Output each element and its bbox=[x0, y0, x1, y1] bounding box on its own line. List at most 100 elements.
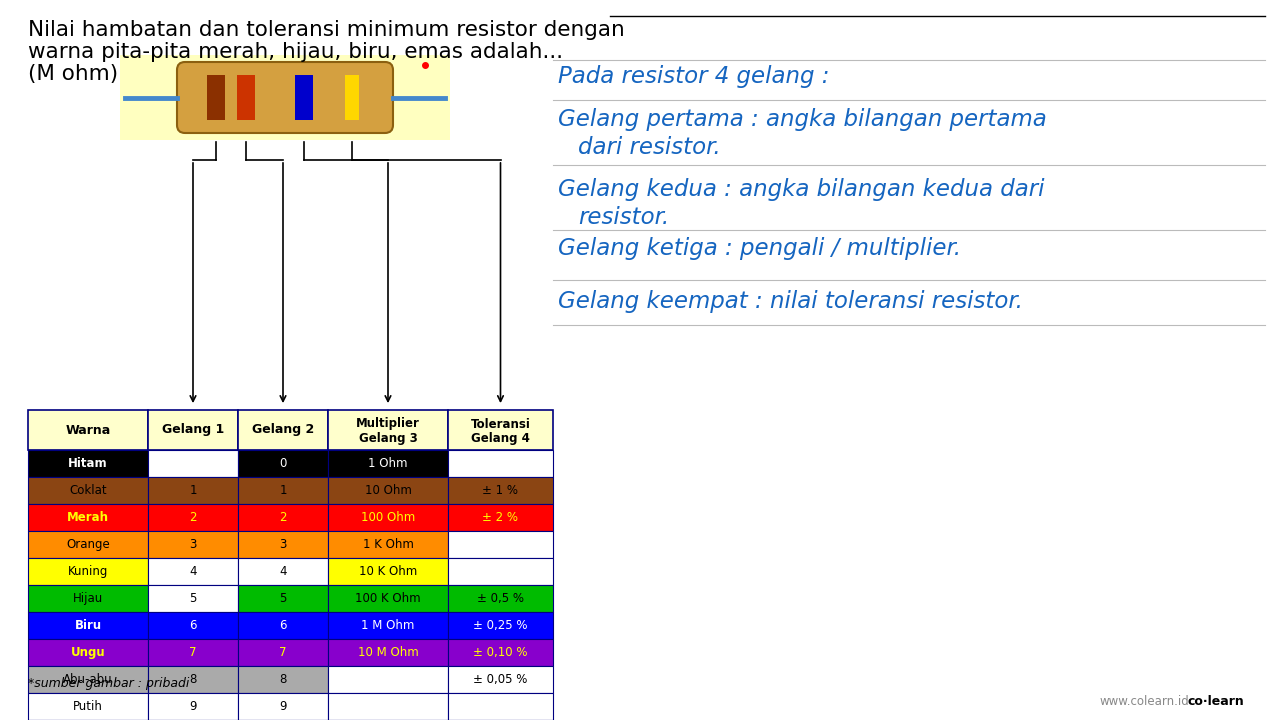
Bar bbox=[448, 450, 553, 477]
Bar bbox=[448, 693, 553, 720]
Text: Kuning: Kuning bbox=[68, 565, 109, 578]
Text: Gelang keempat : nilai toleransi resistor.: Gelang keempat : nilai toleransi resisto… bbox=[558, 290, 1023, 313]
Bar bbox=[28, 666, 148, 693]
Text: Multiplier: Multiplier bbox=[356, 418, 420, 431]
Bar bbox=[328, 504, 448, 531]
Bar bbox=[28, 693, 148, 720]
Text: warna pita-pita merah, hijau, biru, emas adalah...: warna pita-pita merah, hijau, biru, emas… bbox=[28, 42, 563, 62]
Text: 2: 2 bbox=[279, 511, 287, 524]
Text: 3: 3 bbox=[279, 538, 287, 551]
Bar bbox=[238, 531, 328, 558]
Bar bbox=[238, 410, 328, 450]
Bar bbox=[238, 585, 328, 612]
Text: Coklat: Coklat bbox=[69, 484, 106, 497]
Text: 4: 4 bbox=[279, 565, 287, 578]
Text: 2: 2 bbox=[189, 511, 197, 524]
Text: 8: 8 bbox=[279, 673, 287, 686]
Text: 0: 0 bbox=[279, 457, 287, 470]
Text: Gelang 4: Gelang 4 bbox=[471, 432, 530, 445]
Bar bbox=[28, 410, 148, 450]
Bar bbox=[328, 693, 448, 720]
Bar bbox=[28, 585, 148, 612]
Text: 7: 7 bbox=[279, 646, 287, 659]
Bar bbox=[448, 612, 553, 639]
Bar bbox=[448, 666, 553, 693]
Bar bbox=[328, 639, 448, 666]
Bar bbox=[28, 558, 148, 585]
Text: 100 K Ohm: 100 K Ohm bbox=[355, 592, 421, 605]
Bar bbox=[328, 477, 448, 504]
Text: 4: 4 bbox=[189, 565, 197, 578]
Bar bbox=[328, 666, 448, 693]
Bar bbox=[448, 639, 553, 666]
Text: ± 0,05 %: ± 0,05 % bbox=[474, 673, 527, 686]
Text: Hijau: Hijau bbox=[73, 592, 104, 605]
Text: 100 Ohm: 100 Ohm bbox=[361, 511, 415, 524]
Text: 1 M Ohm: 1 M Ohm bbox=[361, 619, 415, 632]
Bar bbox=[328, 450, 448, 477]
Text: Nilai hambatan dan toleransi minimum resistor dengan: Nilai hambatan dan toleransi minimum res… bbox=[28, 20, 625, 40]
Text: Gelang kedua : angka bilangan kedua dari: Gelang kedua : angka bilangan kedua dari bbox=[558, 178, 1044, 201]
Text: resistor.: resistor. bbox=[579, 206, 669, 229]
Text: 5: 5 bbox=[189, 592, 197, 605]
Bar bbox=[207, 75, 225, 120]
Text: 10 K Ohm: 10 K Ohm bbox=[358, 565, 417, 578]
Text: 6: 6 bbox=[279, 619, 287, 632]
Text: ± 1 %: ± 1 % bbox=[483, 484, 518, 497]
Text: dari resistor.: dari resistor. bbox=[579, 136, 721, 159]
Bar bbox=[237, 75, 255, 120]
FancyBboxPatch shape bbox=[177, 62, 393, 133]
Bar bbox=[238, 639, 328, 666]
Bar bbox=[238, 504, 328, 531]
Text: Warna: Warna bbox=[65, 423, 110, 436]
Text: 1 Ohm: 1 Ohm bbox=[369, 457, 408, 470]
Bar bbox=[28, 531, 148, 558]
Bar bbox=[238, 693, 328, 720]
Bar bbox=[28, 612, 148, 639]
Text: 8: 8 bbox=[189, 673, 197, 686]
Text: Toleransi: Toleransi bbox=[471, 418, 530, 431]
Bar bbox=[448, 558, 553, 585]
Text: Hitam: Hitam bbox=[68, 457, 108, 470]
Text: ± 2 %: ± 2 % bbox=[483, 511, 518, 524]
Text: Abu-abu: Abu-abu bbox=[63, 673, 113, 686]
Text: Gelang ketiga : pengali / multiplier.: Gelang ketiga : pengali / multiplier. bbox=[558, 237, 961, 260]
Text: 1: 1 bbox=[279, 484, 287, 497]
Bar bbox=[28, 639, 148, 666]
Text: ± 0,5 %: ± 0,5 % bbox=[477, 592, 524, 605]
Bar bbox=[148, 612, 238, 639]
Bar bbox=[148, 585, 238, 612]
Text: 6: 6 bbox=[189, 619, 197, 632]
Text: ± 0,10 %: ± 0,10 % bbox=[474, 646, 527, 659]
Bar bbox=[328, 410, 448, 450]
Bar bbox=[238, 477, 328, 504]
Bar bbox=[448, 531, 553, 558]
Bar bbox=[238, 612, 328, 639]
Text: Gelang 2: Gelang 2 bbox=[252, 423, 314, 436]
Bar bbox=[148, 666, 238, 693]
Bar bbox=[148, 693, 238, 720]
Bar bbox=[328, 531, 448, 558]
Bar bbox=[448, 410, 553, 450]
Text: 3: 3 bbox=[189, 538, 197, 551]
Text: co·learn: co·learn bbox=[1188, 695, 1244, 708]
Text: Orange: Orange bbox=[67, 538, 110, 551]
Text: Gelang 3: Gelang 3 bbox=[358, 432, 417, 445]
Bar bbox=[328, 585, 448, 612]
Bar bbox=[28, 450, 148, 477]
Bar bbox=[448, 504, 553, 531]
Bar bbox=[238, 666, 328, 693]
Bar bbox=[448, 585, 553, 612]
Text: 10 M Ohm: 10 M Ohm bbox=[357, 646, 419, 659]
Bar bbox=[120, 55, 451, 140]
Bar bbox=[328, 558, 448, 585]
Bar bbox=[148, 410, 238, 450]
Bar bbox=[148, 639, 238, 666]
Text: 9: 9 bbox=[189, 700, 197, 713]
Text: 1: 1 bbox=[189, 484, 197, 497]
Text: 7: 7 bbox=[189, 646, 197, 659]
Bar bbox=[148, 450, 238, 477]
Text: ± 0,25 %: ± 0,25 % bbox=[474, 619, 527, 632]
Text: *sumber gambar : pribadi: *sumber gambar : pribadi bbox=[28, 677, 189, 690]
Text: Putih: Putih bbox=[73, 700, 102, 713]
